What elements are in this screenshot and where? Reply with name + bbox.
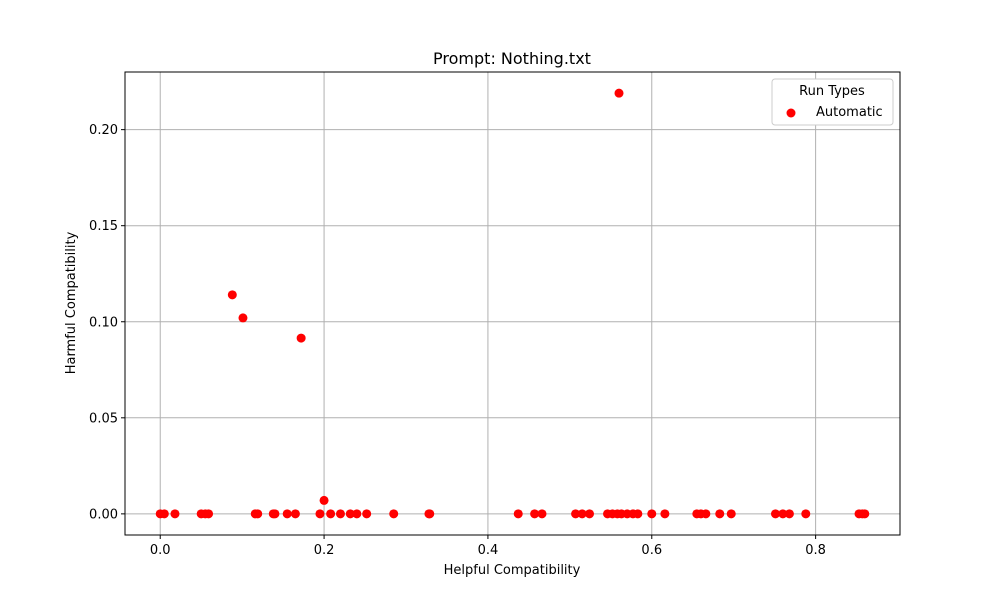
data-point	[270, 509, 280, 519]
plot-frame	[124, 71, 901, 536]
y-axis-label: Harmful Compatibility	[64, 231, 79, 374]
data-point	[335, 509, 345, 519]
x-tick-label: 0.6	[641, 543, 662, 558]
data-point	[389, 509, 399, 519]
legend-box	[771, 78, 894, 126]
data-point	[585, 509, 595, 519]
data-point	[290, 509, 300, 519]
data-point	[633, 509, 643, 519]
legend-entry-label: Automatic	[816, 105, 883, 120]
data-point	[513, 509, 523, 519]
data-points	[155, 88, 870, 519]
x-tick-label: 0.4	[478, 543, 499, 558]
data-point	[614, 88, 624, 98]
data-point	[647, 509, 657, 519]
y-tick-label: 0.15	[89, 219, 118, 234]
data-point	[537, 509, 547, 519]
data-point	[345, 509, 355, 519]
data-point	[362, 509, 372, 519]
data-point	[784, 509, 794, 519]
data-point	[860, 509, 870, 519]
data-point	[326, 509, 336, 519]
x-tick-label: 0.2	[314, 543, 335, 558]
data-point	[159, 509, 169, 519]
legend-title: Run Types	[799, 84, 865, 99]
data-point	[352, 509, 362, 519]
data-point	[253, 509, 263, 519]
data-point	[770, 509, 780, 519]
data-point	[227, 290, 237, 300]
x-axis-ticks: 0.0 0.2 0.4 0.6 0.8	[150, 535, 826, 558]
y-tick-label: 0.20	[89, 123, 118, 138]
data-point	[425, 509, 435, 519]
legend: Run Types Automatic	[771, 78, 894, 126]
data-point	[715, 509, 725, 519]
data-point	[660, 509, 670, 519]
y-tick-label: 0.05	[89, 411, 118, 426]
data-point	[315, 509, 325, 519]
data-point	[530, 509, 540, 519]
data-point	[204, 509, 214, 519]
y-tick-label: 0.00	[89, 507, 118, 522]
y-axis-ticks: 0.00 0.05 0.10 0.15 0.20	[89, 123, 125, 522]
x-tick-label: 0.8	[805, 543, 826, 558]
data-point	[282, 509, 292, 519]
y-tick-label: 0.10	[89, 315, 118, 330]
x-axis-label: Helpful Compatibility	[444, 563, 581, 578]
data-point	[571, 509, 581, 519]
data-point	[296, 333, 306, 343]
data-point	[701, 509, 711, 519]
chart-title: Prompt: Nothing.txt	[433, 49, 591, 68]
data-point	[170, 509, 180, 519]
data-point	[319, 495, 329, 505]
legend-marker	[786, 108, 796, 118]
data-point	[577, 509, 587, 519]
data-point	[238, 313, 248, 323]
x-tick-label: 0.0	[150, 543, 171, 558]
data-point	[778, 509, 788, 519]
grid	[125, 72, 900, 535]
data-point	[801, 509, 811, 519]
data-point	[726, 509, 736, 519]
